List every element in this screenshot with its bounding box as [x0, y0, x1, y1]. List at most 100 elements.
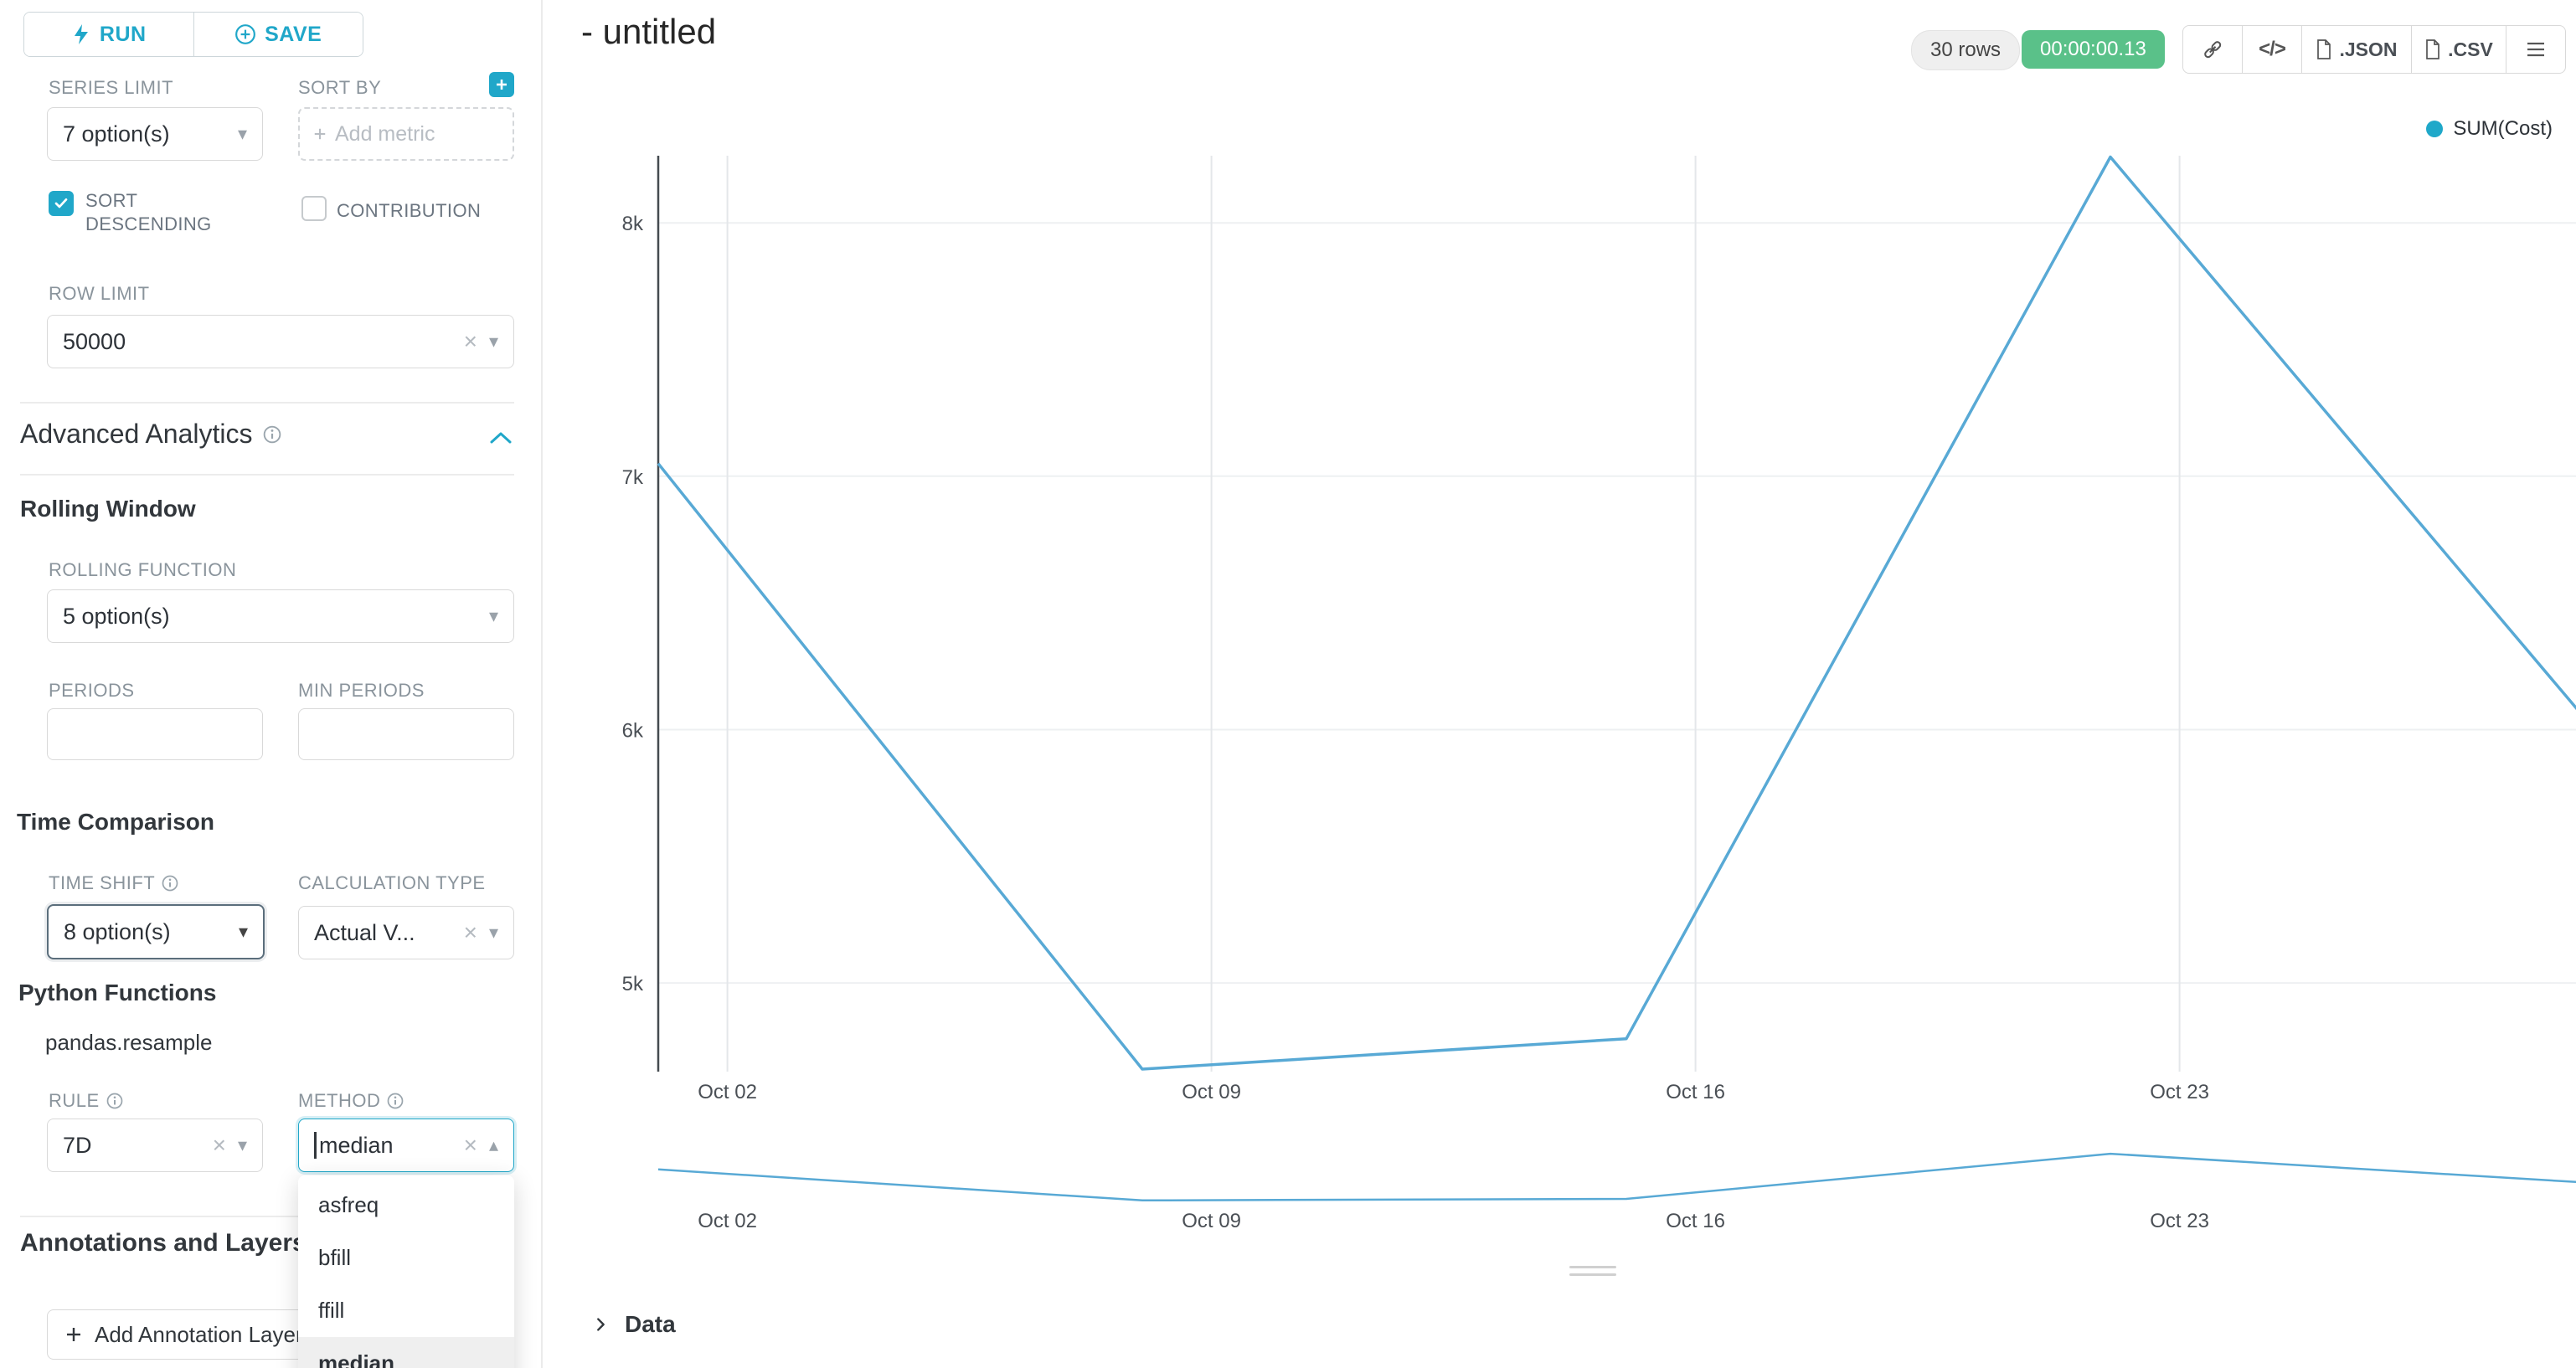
time-shift-select[interactable]: 8 option(s) ▾ [47, 904, 265, 959]
info-icon [106, 1093, 123, 1109]
rolling-window-title: Rolling Window [20, 496, 196, 522]
export-csv-button[interactable]: .CSV [2411, 25, 2506, 74]
advanced-analytics-header: Advanced Analytics [20, 419, 281, 450]
legend-item-sum-cost[interactable]: SUM(Cost) [2426, 117, 2553, 141]
svg-text:5k: 5k [622, 973, 644, 995]
advanced-analytics-title: Advanced Analytics [20, 419, 253, 449]
legend-dot-icon [2426, 121, 2444, 137]
add-metric-placeholder: Add metric [335, 121, 435, 146]
method-value: median [319, 1132, 394, 1158]
sort-descending-label: SORT DESCENDING [85, 190, 212, 234]
method-option-median[interactable]: median [298, 1337, 514, 1368]
clear-icon[interactable]: × [463, 919, 477, 945]
rule-select[interactable]: 7D × ▾ [47, 1119, 263, 1172]
chart-menu-button[interactable] [2506, 25, 2566, 74]
sort-descending-checkbox[interactable] [49, 191, 74, 216]
method-option-ffill[interactable]: ffill [318, 1298, 345, 1323]
section-divider [20, 1216, 514, 1217]
method-option-bfill[interactable]: bfill [318, 1245, 352, 1270]
calculation-type-label: CALCULATION TYPE [298, 872, 486, 893]
save-button[interactable]: SAVE [193, 13, 363, 56]
rolling-function-value: 5 option(s) [63, 603, 170, 629]
min-periods-label: MIN PERIODS [298, 680, 425, 701]
series-limit-value: 7 option(s) [63, 121, 170, 147]
svg-text:Oct 02: Oct 02 [698, 1210, 757, 1232]
rule-value: 7D [63, 1132, 92, 1158]
add-metric-plus-button[interactable] [489, 72, 514, 97]
contribution-label: CONTRIBUTION [337, 200, 482, 221]
svg-text:Oct 16: Oct 16 [1666, 1210, 1725, 1232]
row-limit-select[interactable]: 50000 × ▾ [47, 315, 514, 368]
periods-input[interactable] [47, 708, 263, 760]
copy-link-button[interactable] [2182, 25, 2243, 74]
run-button[interactable]: RUN [24, 13, 193, 56]
csv-file-icon [2426, 39, 2440, 59]
calculation-type-select[interactable]: Actual V... × ▾ [298, 906, 514, 959]
collapse-chevron-up-icon[interactable] [489, 430, 513, 445]
section-divider [20, 402, 514, 404]
method-label-text: METHOD [298, 1090, 381, 1111]
method-label: METHOD [298, 1090, 404, 1112]
export-json-label: .JSON [2339, 38, 2398, 60]
section-divider [20, 474, 514, 476]
export-csv-label: .CSV [2448, 38, 2493, 60]
chart-actions-toolbar: </> .JSON .CSV [2182, 25, 2566, 74]
chart-title: - untitled [581, 12, 717, 51]
sort-by-label: SORT BY [298, 77, 382, 98]
panel-resize-handle[interactable] [1569, 1266, 1616, 1281]
sort-by-add-metric-dropzone[interactable]: Add metric [298, 107, 514, 161]
clear-icon[interactable]: × [463, 1132, 477, 1158]
series-limit-label: SERIES LIMIT [49, 77, 174, 98]
chevron-right-icon [597, 1318, 605, 1331]
embed-code-button[interactable]: </> [2242, 25, 2302, 74]
caret-up-icon: ▴ [488, 1134, 498, 1155]
info-icon [387, 1093, 404, 1109]
row-limit-label: ROW LIMIT [49, 283, 150, 304]
json-file-icon [2317, 39, 2331, 59]
clear-icon[interactable]: × [212, 1132, 226, 1158]
method-option-asfreq[interactable]: asfreq [318, 1192, 379, 1217]
svg-text:Oct 23: Oct 23 [2150, 1081, 2209, 1103]
export-json-button[interactable]: .JSON [2301, 25, 2412, 74]
save-button-label: SAVE [265, 22, 322, 46]
clear-icon[interactable]: × [463, 328, 477, 354]
time-comparison-title: Time Comparison [17, 809, 214, 835]
time-shift-label: TIME SHIFT [49, 872, 178, 894]
time-shift-label-text: TIME SHIFT [49, 872, 156, 893]
lightning-bolt-icon [74, 24, 88, 44]
method-combobox[interactable]: median × ▴ [298, 1119, 514, 1172]
svg-text:Oct 16: Oct 16 [1666, 1081, 1725, 1103]
caret-down-icon: ▾ [237, 123, 247, 144]
pandas-resample-label: pandas.resample [45, 1030, 213, 1055]
caret-down-icon: ▾ [488, 922, 498, 943]
calculation-type-value: Actual V... [314, 919, 415, 945]
link-icon [2204, 41, 2222, 59]
svg-text:Oct 23: Oct 23 [2150, 1210, 2209, 1232]
min-periods-input[interactable] [298, 708, 514, 760]
info-icon [162, 875, 178, 892]
menu-icon [2527, 42, 2544, 57]
series-limit-select[interactable]: 7 option(s) ▾ [47, 107, 263, 161]
caret-down-icon: ▾ [488, 331, 498, 352]
add-annotation-layer-label: Add Annotation Layer [95, 1321, 303, 1347]
rule-label-text: RULE [49, 1090, 100, 1111]
row-count-badge: 30 rows [1911, 30, 2021, 70]
run-save-button-group: RUN SAVE [23, 12, 363, 57]
info-icon [263, 425, 281, 443]
rule-label: RULE [49, 1090, 123, 1112]
data-panel-toggle[interactable]: Data [591, 1311, 676, 1338]
plus-icon [497, 80, 507, 90]
rolling-function-select[interactable]: 5 option(s) ▾ [47, 589, 514, 643]
svg-text:7k: 7k [622, 466, 644, 489]
button-divider [193, 13, 194, 56]
text-cursor [314, 1132, 317, 1159]
caret-down-icon: ▾ [237, 1134, 247, 1155]
caret-down-icon: ▾ [488, 605, 498, 626]
svg-text:6k: 6k [622, 720, 644, 743]
contribution-checkbox[interactable] [301, 196, 327, 221]
data-panel-label: Data [625, 1311, 676, 1337]
embed-code-icon: </> [2259, 38, 2286, 60]
svg-text:Oct 09: Oct 09 [1182, 1210, 1241, 1232]
rolling-function-label: ROLLING FUNCTION [49, 559, 237, 580]
